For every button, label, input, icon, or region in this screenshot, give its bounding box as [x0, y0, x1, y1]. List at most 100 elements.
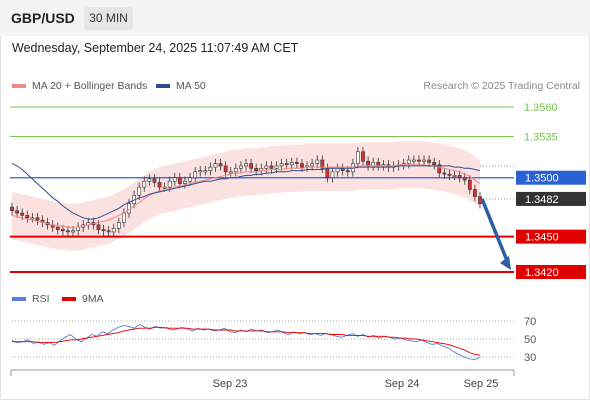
candle-body-78 — [406, 159, 411, 164]
candle-body-27 — [147, 178, 152, 182]
candle-body-12 — [71, 230, 75, 233]
candle-body-40 — [213, 163, 218, 168]
candle-body-30 — [162, 186, 167, 189]
candle-body-38 — [203, 170, 208, 173]
candle-body-70 — [366, 160, 370, 167]
candle-body-55 — [289, 162, 294, 166]
forecast-arrow-head — [500, 256, 511, 270]
level-label-1: 1.3535 — [524, 131, 558, 143]
candle-body-91 — [473, 189, 477, 197]
candle-body-45 — [239, 165, 243, 169]
candle-body-9 — [55, 226, 60, 230]
rsi-label: RSI — [32, 293, 50, 305]
candle-body-25 — [137, 186, 142, 196]
candle-body-18 — [101, 229, 106, 232]
rsi-tick-label-2: 30 — [524, 352, 536, 364]
candle-body-63 — [330, 171, 335, 179]
candle-body-48 — [254, 167, 259, 171]
candle-body-90 — [467, 179, 472, 190]
candle-body-31 — [167, 180, 172, 188]
candle-body-42 — [223, 165, 228, 173]
candle-body-10 — [60, 229, 65, 232]
candle-body-87 — [452, 175, 457, 177]
candle-body-29 — [157, 182, 162, 188]
forecast-arrow-shaft — [480, 198, 510, 264]
candle-body-80 — [417, 159, 421, 162]
candle-body-3 — [25, 215, 30, 219]
level-tag-4 — [516, 265, 586, 279]
candle-body-13 — [76, 226, 81, 232]
candle-body-17 — [96, 224, 101, 230]
candle-body-71 — [371, 162, 376, 167]
candle-body-0 — [10, 206, 14, 212]
candle-body-82 — [427, 159, 432, 163]
ma20-swatch — [12, 84, 26, 88]
candle-body-34 — [183, 180, 187, 184]
candle-body-84 — [437, 164, 442, 174]
candle-body-86 — [447, 173, 452, 176]
rsi-swatch — [12, 297, 26, 301]
candle-body-88 — [457, 175, 462, 179]
candle-body-53 — [279, 163, 284, 167]
ma20-line — [11, 164, 481, 228]
candle-body-37 — [198, 170, 203, 173]
candle-body-51 — [269, 165, 274, 169]
candle-body-57 — [300, 163, 304, 168]
ma50-line — [11, 163, 481, 220]
level-label-4: 1.3420 — [525, 267, 559, 279]
bollinger-band — [12, 141, 480, 251]
candle-body-81 — [422, 159, 426, 162]
candle-body-85 — [442, 172, 447, 175]
candle-body-47 — [249, 163, 253, 169]
datetime-label: Wednesday, September 24, 2025 11:07:49 A… — [12, 41, 299, 55]
timeframe-button[interactable]: 30 MIN — [84, 7, 133, 30]
candle-body-89 — [462, 177, 467, 181]
ma9-label: 9MA — [82, 293, 104, 305]
ma50-swatch — [156, 84, 170, 88]
candle-body-41 — [218, 163, 223, 167]
x-tick-label-1: Sep 24 — [385, 378, 420, 390]
rsi-ma9-line — [12, 326, 481, 356]
rsi-tick-label-1: 50 — [524, 334, 536, 346]
candle-body-72 — [376, 162, 381, 167]
level-label-3: 1.3450 — [525, 232, 559, 244]
level-label-0: 1.3560 — [524, 102, 558, 114]
legend-rsi: RSI — [12, 293, 50, 305]
candle-body-69 — [361, 151, 365, 162]
candle-body-79 — [411, 159, 416, 162]
candle-body-21 — [116, 222, 121, 229]
candle-body-4 — [30, 217, 35, 220]
x-tick-label-2: Sep 25 — [464, 378, 499, 390]
x-tick-label-0: Sep 23 — [213, 378, 248, 390]
legend-ma50: MA 50 — [156, 80, 206, 92]
last-price-label: 1.3482 — [525, 194, 559, 206]
candle-body-5 — [35, 217, 40, 221]
candle-body-39 — [208, 166, 213, 171]
candle-body-62 — [325, 167, 330, 179]
level-label-2: 1.3500 — [525, 173, 559, 185]
candle-body-33 — [177, 177, 182, 184]
candle-body-68 — [356, 151, 360, 164]
level-tag-2 — [516, 170, 586, 185]
candle-body-32 — [172, 177, 177, 182]
rsi-line — [11, 324, 481, 361]
candle-body-28 — [152, 178, 157, 183]
candle-body-2 — [20, 212, 25, 216]
source-note: Research © 2025 Trading Central — [423, 80, 580, 92]
candle-body-50 — [264, 165, 269, 169]
candle-body-64 — [335, 167, 340, 173]
candle-body-59 — [310, 163, 315, 167]
candle-body-36 — [193, 171, 198, 179]
candle-body-1 — [15, 210, 19, 214]
legend-9ma: 9MA — [62, 293, 104, 305]
candle-body-44 — [233, 167, 238, 173]
candle-body-20 — [111, 228, 116, 233]
ma50-label: MA 50 — [176, 80, 206, 92]
candle-body-54 — [284, 163, 289, 166]
candle-body-26 — [142, 180, 147, 188]
ma9-swatch — [62, 297, 76, 301]
candle-body-52 — [274, 165, 279, 169]
candle-body-60 — [315, 159, 320, 164]
candle-body-66 — [345, 170, 350, 173]
